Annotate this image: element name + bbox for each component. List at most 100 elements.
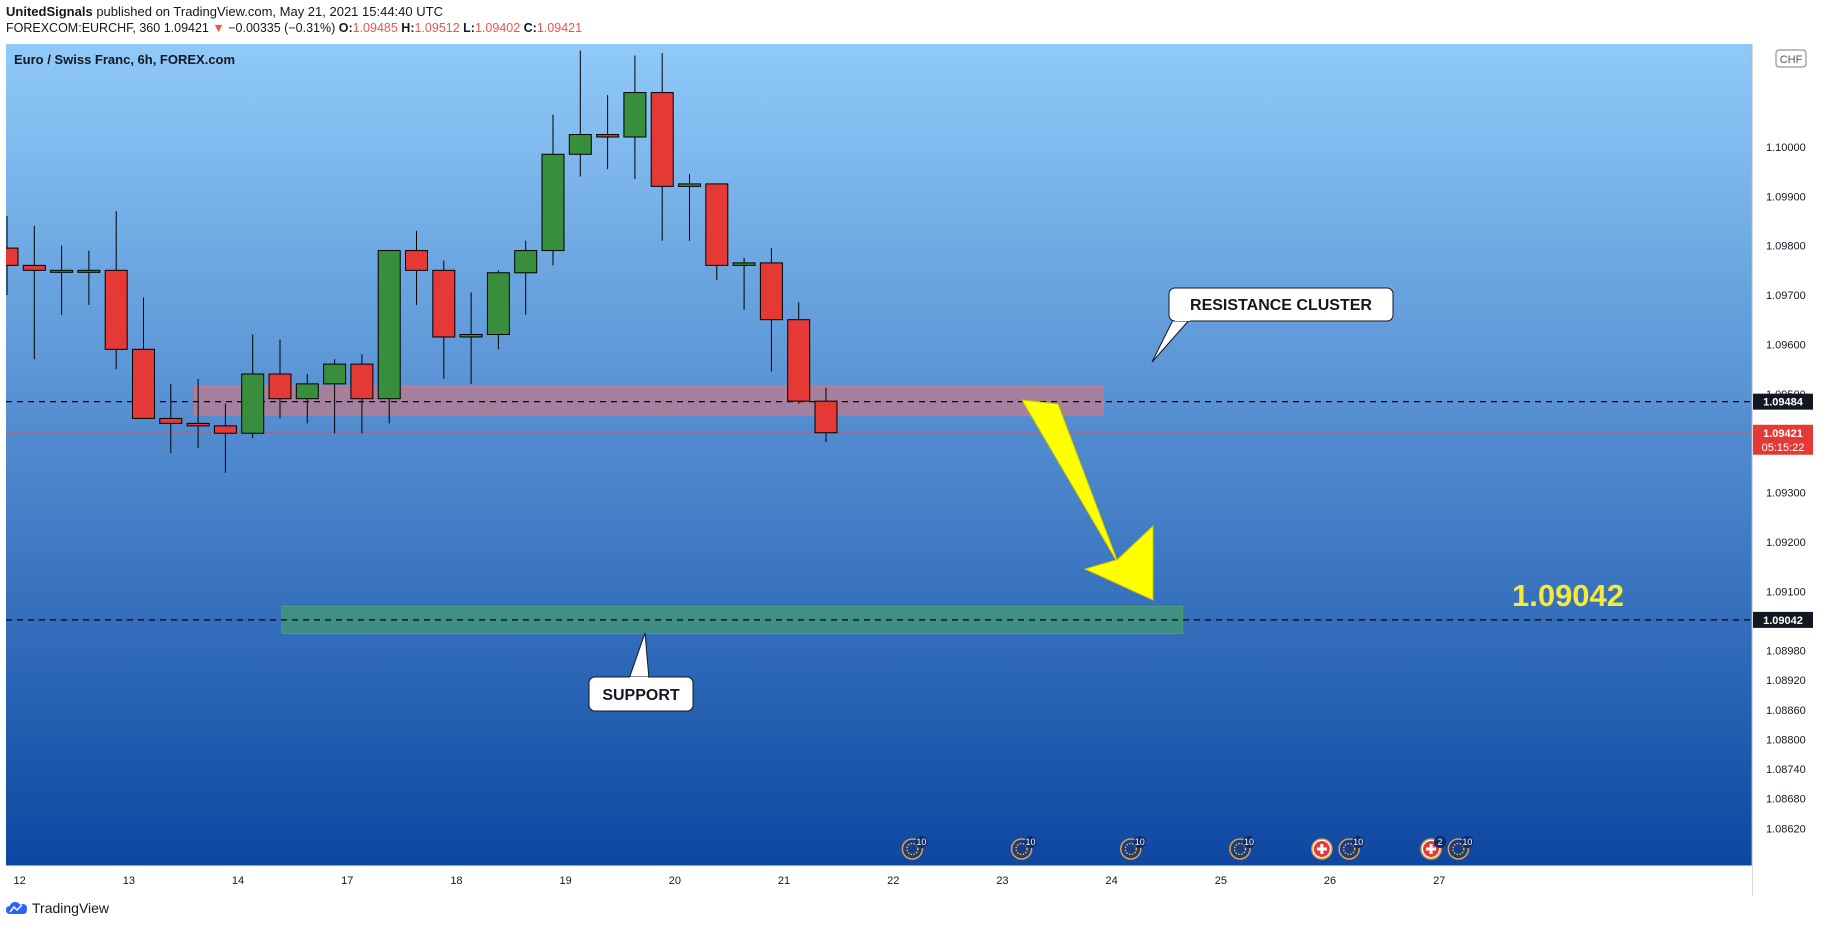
swiss-event-icon[interactable]: [1311, 838, 1333, 860]
y-tick-label: 1.08800: [1766, 734, 1806, 746]
time-axis[interactable]: [6, 866, 1752, 896]
candle[interactable]: [541, 153, 565, 252]
swiss-event-icon[interactable]: 2: [1420, 836, 1447, 860]
candle[interactable]: [759, 262, 783, 321]
x-tick-label: 21: [778, 875, 790, 887]
symbol-label: FOREXCOM:EURCHF, 360: [6, 21, 161, 35]
candle[interactable]: [241, 373, 265, 434]
candle[interactable]: [732, 262, 756, 266]
y-tick-label: 1.09900: [1766, 191, 1806, 203]
candle[interactable]: [268, 373, 292, 400]
price-chart[interactable]: RESISTANCE CLUSTER SUPPORT 1.09042 10 10 10 1…: [6, 44, 1822, 896]
x-tick-label: 23: [996, 875, 1008, 887]
y-tick-label: 1.09300: [1766, 488, 1806, 500]
resistance-zone[interactable]: [193, 385, 1104, 416]
candle[interactable]: [50, 269, 74, 273]
low-value: 1.09402: [474, 21, 521, 35]
y-tick-label: 1.09100: [1766, 586, 1806, 598]
low-label: L:: [463, 21, 475, 35]
author-name[interactable]: UnitedSignals: [6, 4, 93, 19]
close-value: 1.09421: [536, 21, 583, 35]
candle[interactable]: [159, 417, 183, 424]
candle[interactable]: [787, 319, 811, 402]
publish-info: UnitedSignals published on TradingView.c…: [6, 4, 443, 19]
y-tick-label: 1.10000: [1766, 142, 1806, 154]
resistance-price-tag-text: 1.09484: [1763, 397, 1804, 409]
candle[interactable]: [22, 264, 46, 271]
candle[interactable]: [459, 334, 483, 338]
candle[interactable]: [104, 269, 128, 350]
resistance-price-tag: [1753, 393, 1813, 410]
x-tick-label: 18: [450, 875, 462, 887]
countdown-text: 05:15:22: [1762, 442, 1805, 454]
candle[interactable]: [77, 269, 101, 273]
chart-background: [6, 44, 1752, 866]
eu-event-icon[interactable]: 10: [1229, 836, 1255, 860]
eu-event-icon[interactable]: 10: [1447, 836, 1474, 860]
candle[interactable]: [678, 183, 701, 187]
candle[interactable]: [650, 92, 674, 187]
candle[interactable]: [323, 363, 347, 385]
candle[interactable]: [432, 269, 456, 338]
x-tick-label: 13: [123, 875, 135, 887]
support-price-tag-text: 1.09042: [1763, 615, 1803, 627]
down-triangle-icon: ▼: [212, 21, 225, 35]
cloud-logo-icon: [6, 902, 27, 914]
down-arrow[interactable]: [1021, 399, 1154, 601]
eu-event-icon[interactable]: 10: [1010, 836, 1037, 860]
candle[interactable]: [6, 247, 19, 266]
y-tick-label: 1.08860: [1766, 705, 1806, 717]
y-tick-label: 1.08740: [1766, 764, 1806, 776]
open-label: O:: [338, 21, 353, 35]
svg-text:10: 10: [1353, 837, 1363, 847]
x-tick-label: 22: [887, 875, 899, 887]
svg-text:10: 10: [1026, 837, 1036, 847]
eu-event-icon[interactable]: 10: [901, 836, 928, 860]
candle[interactable]: [814, 400, 838, 434]
eu-event-icon[interactable]: 10: [1338, 836, 1365, 860]
current-price-tag-text: 1.09421: [1763, 428, 1803, 440]
ohlc-bar: FOREXCOM:EURCHF, 360 1.09421 ▼ −0.00335 …: [6, 21, 582, 35]
high-value: 1.09512: [414, 21, 460, 35]
support-callout-text: SUPPORT: [602, 687, 680, 704]
currency-badge[interactable]: [1775, 49, 1807, 68]
price-change: −0.00335 (−0.31%): [228, 21, 336, 35]
candle[interactable]: [568, 134, 592, 155]
brand-name[interactable]: TradingView: [32, 900, 110, 916]
candle[interactable]: [132, 348, 155, 419]
y-tick-label: 1.08620: [1766, 823, 1806, 835]
candle[interactable]: [377, 250, 401, 400]
x-tick-label: 14: [232, 875, 244, 887]
candle[interactable]: [350, 363, 374, 400]
current-price-tag: [1753, 424, 1813, 455]
svg-text:10: 10: [1462, 837, 1472, 847]
eu-event-icon[interactable]: 10: [1120, 836, 1146, 860]
y-tick-label: 1.08920: [1766, 675, 1806, 687]
candle[interactable]: [623, 92, 647, 138]
support-price-tag: [1753, 611, 1813, 628]
candle[interactable]: [295, 383, 319, 400]
resistance-callout[interactable]: [1168, 287, 1394, 322]
svg-text:10: 10: [1244, 837, 1254, 847]
candle[interactable]: [405, 250, 428, 271]
candle[interactable]: [705, 183, 729, 266]
currency-label: CHF: [1780, 54, 1803, 66]
y-tick-label: 1.09800: [1766, 241, 1806, 253]
target-price-label: 1.09042: [1512, 578, 1624, 613]
candle[interactable]: [486, 272, 510, 335]
candle[interactable]: [213, 425, 237, 434]
y-tick-label: 1.08680: [1766, 794, 1806, 806]
chart-title: Euro / Swiss Franc, 6h, FOREX.com: [14, 52, 235, 67]
close-label: C:: [523, 21, 537, 35]
candle[interactable]: [596, 134, 620, 138]
open-value: 1.09485: [352, 21, 398, 35]
price-axis[interactable]: [1752, 44, 1822, 896]
candle[interactable]: [186, 422, 210, 427]
svg-text:10: 10: [916, 837, 926, 847]
y-tick-label: 1.08980: [1766, 646, 1806, 658]
x-tick-label: 24: [1106, 875, 1118, 887]
support-callout-pointer: [628, 632, 650, 680]
resistance-callout-text: RESISTANCE CLUSTER: [1190, 297, 1372, 314]
candle[interactable]: [514, 250, 538, 274]
x-tick-label: 27: [1433, 875, 1445, 887]
